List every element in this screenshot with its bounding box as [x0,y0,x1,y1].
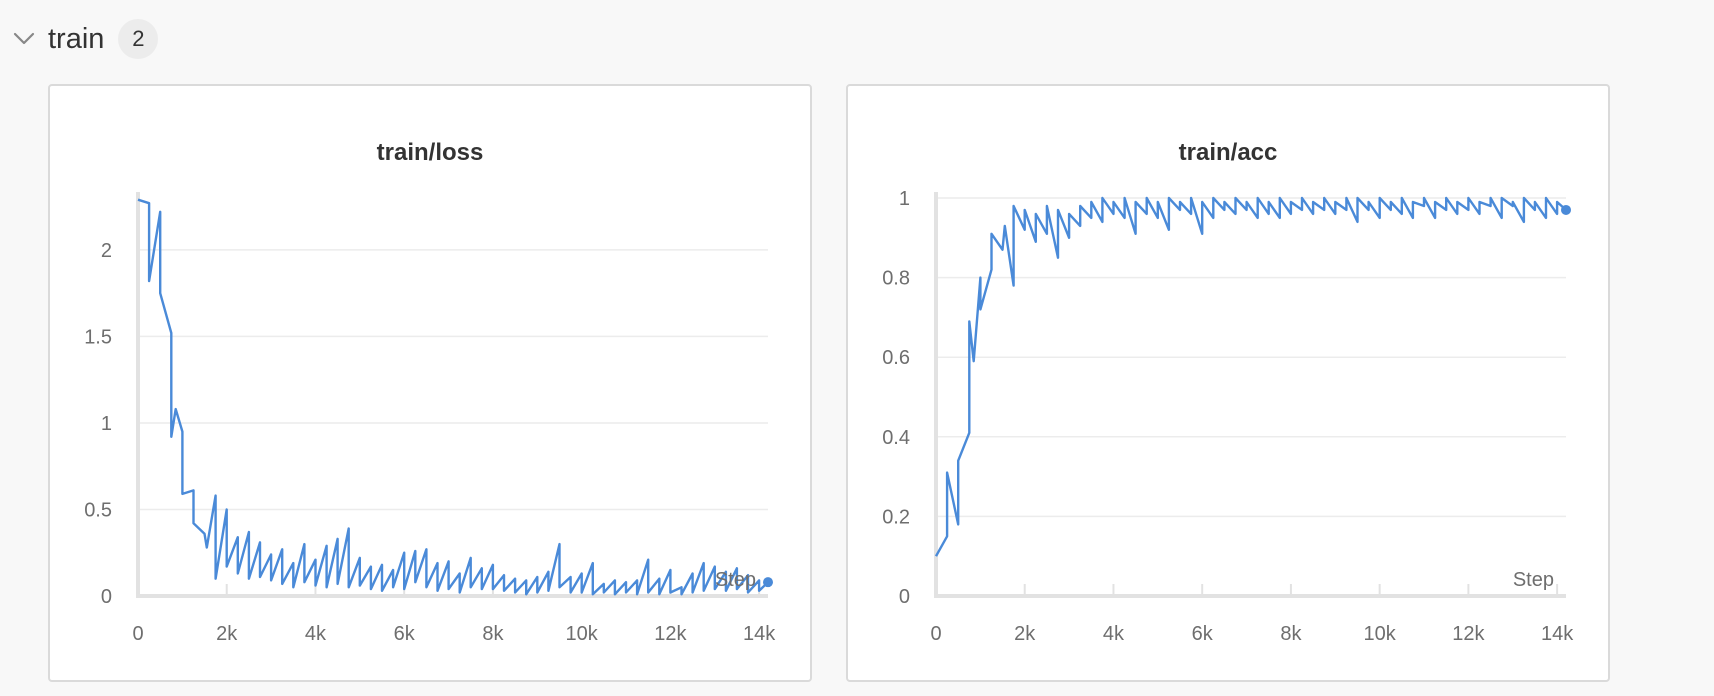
acc-x-tick-label: 6k [1192,623,1214,645]
acc-chart-title: train/acc [1179,139,1278,166]
acc-x-tick-label: 2k [1014,623,1036,645]
acc-x-tick-label: 0 [930,623,941,645]
loss-chart-title: train/loss [377,139,484,166]
acc-x-tick-label: 12k [1452,623,1485,645]
loss-chart: train/loss 0 0.5 1 1.5 2 0 2k 4k 6k 8k 10k 12k 14k Ste… [84,139,776,645]
acc-y-tick-label: 1 [899,188,910,210]
acc-x-axis-label: Step [1513,569,1554,591]
loss-x-tick-label: 8k [482,623,504,645]
loss-y-tick-label: 0 [101,586,112,608]
acc-x-tick-label: 14k [1541,623,1574,645]
acc-last-point [1561,204,1571,215]
acc-series-line [934,196,1567,557]
acc-chart: train/acc 0 0.2 0.4 0.6 0.8 1 0 2k 4k 6k 8k 10k 12k 14… [882,139,1574,645]
acc-y-tick-label: 0.8 [882,268,910,290]
loss-x-tick-label: 2k [216,623,238,645]
loss-y-tick-label: 2 [101,240,112,262]
panel-count-badge: 2 [118,19,159,59]
acc-x-tick-label: 10k [1364,623,1397,645]
loss-y-tick-label: 0.5 [84,499,112,521]
section-header: train 2 [0,14,159,64]
chevron-down-icon[interactable] [0,14,48,64]
acc-x-tick-label: 8k [1280,623,1302,645]
acc-y-tick-label: 0.2 [882,506,910,528]
section-title[interactable]: train [48,22,105,55]
acc-y-tick-label: 0.6 [882,347,910,369]
loss-x-axis-label: Step [715,569,756,591]
loss-x-tick-label: 14k [743,623,776,645]
loss-series-line [137,198,769,596]
loss-x-tick-label: 12k [654,623,687,645]
chart-panel-acc[interactable]: train/acc 0 0.2 0.4 0.6 0.8 1 0 2k 4k 6k 8k 10k 12k 14… [846,84,1610,682]
loss-x-tick-label: 4k [305,623,327,645]
acc-y-tick-label: 0 [899,586,910,608]
loss-y-tick-label: 1.5 [84,326,112,348]
loss-last-point [763,577,773,588]
acc-y-tick-label: 0.4 [882,427,910,449]
chart-panel-loss[interactable]: train/loss 0 0.5 1 1.5 2 0 2k 4k 6k 8k 10k 12k 14k Ste… [48,84,812,682]
loss-y-tick-label: 1 [101,413,112,435]
loss-x-tick-label: 0 [132,623,143,645]
loss-x-tick-label: 10k [566,623,599,645]
loss-x-tick-label: 6k [394,623,416,645]
acc-x-tick-label: 4k [1103,623,1125,645]
